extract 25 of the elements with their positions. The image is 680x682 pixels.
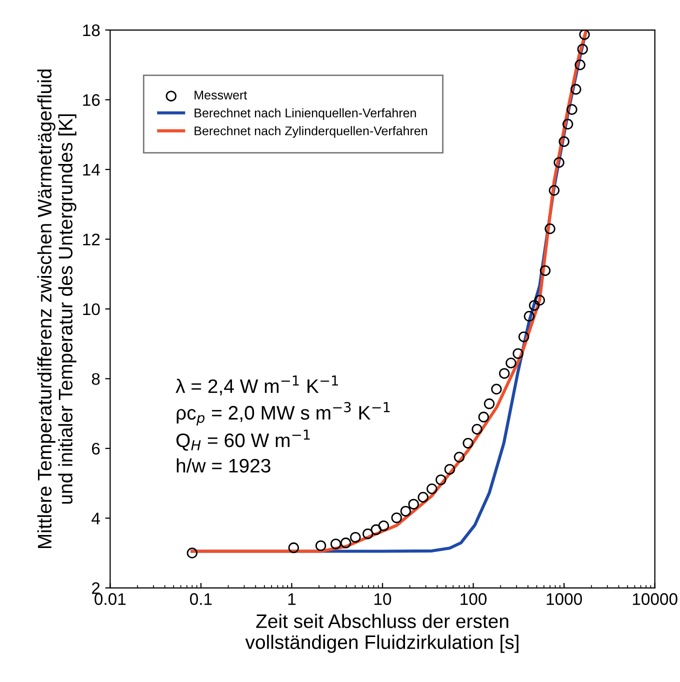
y-tick-label: 8 <box>92 373 100 385</box>
x-tick-label: 0.1 <box>190 593 212 605</box>
y-tick-label: 6 <box>92 442 100 455</box>
legend-label: Berechnet nach Zylinderquellen-Verfahren <box>194 126 428 138</box>
annotation: λ = 2,4 W m$^{−1}$ K$^{−1}$ <box>176 376 338 396</box>
y-tick-label: 2 <box>92 582 100 594</box>
y-tick-label: 10 <box>83 303 100 316</box>
y-tick-label: 4 <box>92 512 100 524</box>
y-tick-label: 18 <box>83 24 100 36</box>
annotation: h/w = 1923 <box>176 458 270 473</box>
x-tick-label: 1000 <box>546 593 582 605</box>
y-tick-label: 12 <box>83 234 100 246</box>
legend-label: Messwert <box>194 90 248 100</box>
legend-label: Berechnet nach Linienquellen-Verfahren <box>194 108 416 120</box>
y-tick-label: 14 <box>83 164 100 176</box>
x-tick-label: 1 <box>288 593 296 605</box>
x-tick-label: 10000 <box>632 593 678 605</box>
x-tick-label: 100 <box>460 593 487 605</box>
y-tick-label: 16 <box>83 94 100 106</box>
x-tick-label: 0.01 <box>94 593 126 605</box>
annotation: ρc$_{p}$ = 2,0 MW s m$^{−3}$ K$^{−1}$ <box>176 402 390 426</box>
y-axis-title: Mittlere Temperaturdifferenz zwischen Wärmeträgerfluid und initialer Temperatur des Untergrundes [K] <box>37 70 76 548</box>
x-axis-title: Zeit seit Abschluss der ersten vollständigen Fluidzirkulation [s] <box>245 614 518 653</box>
x-tick-label: 10 <box>374 593 392 605</box>
annotation: Q$_{H}$ = 60 W m$^{−1}$ <box>176 430 310 451</box>
